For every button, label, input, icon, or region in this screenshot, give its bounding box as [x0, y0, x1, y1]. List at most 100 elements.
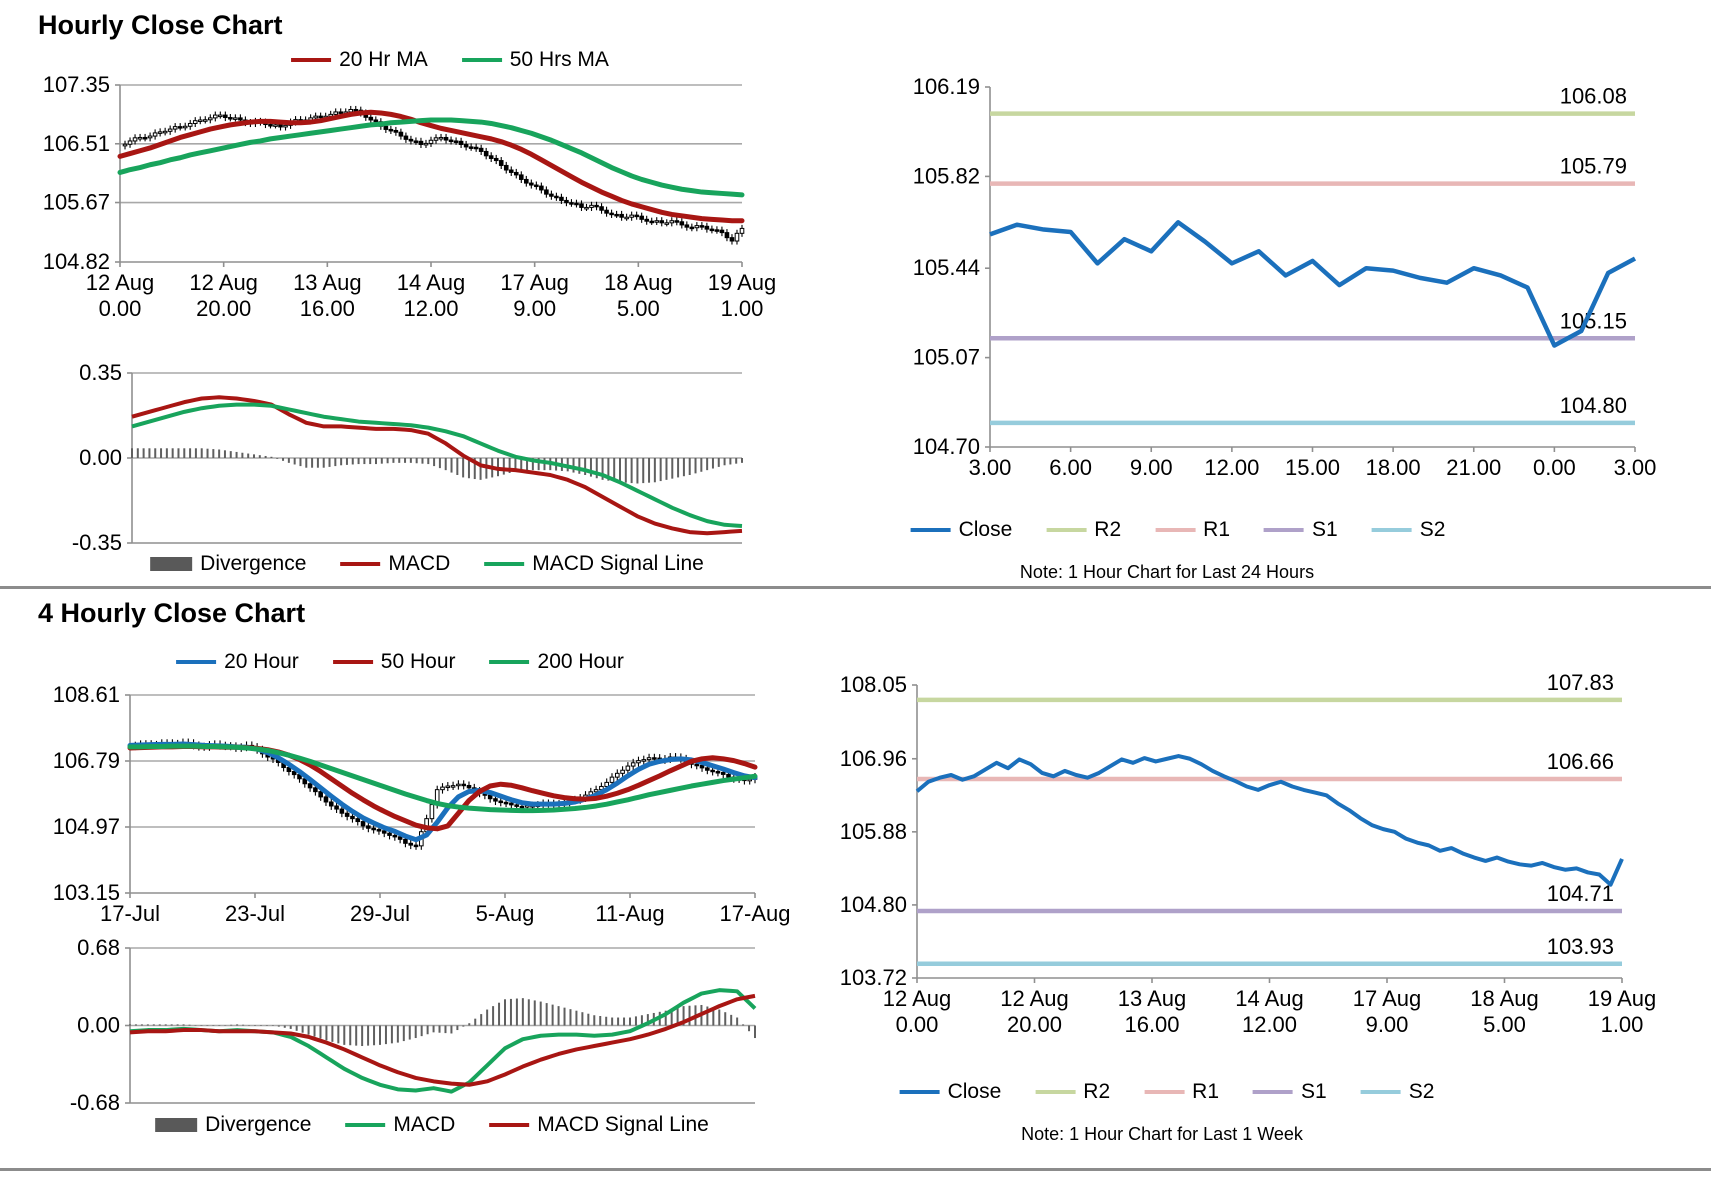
- svg-text:19 Aug: 19 Aug: [1588, 986, 1657, 1011]
- svg-text:18.00: 18.00: [1366, 455, 1421, 480]
- legend-item-r1: R1: [1155, 518, 1230, 542]
- section-title-hourly: Hourly Close Chart: [38, 10, 283, 40]
- svg-text:3.00: 3.00: [1614, 455, 1657, 480]
- legend-label: Close: [947, 1080, 1002, 1103]
- svg-text:107.35: 107.35: [43, 72, 110, 97]
- svg-text:19 Aug: 19 Aug: [708, 270, 777, 295]
- svg-text:12 Aug: 12 Aug: [189, 270, 258, 295]
- legend-item-s2: S2: [1360, 1080, 1435, 1104]
- legend-swatch-line: [1264, 528, 1305, 532]
- legend-item-macd: MACD: [345, 1113, 455, 1137]
- legend-item-divergence: Divergence: [150, 552, 306, 576]
- legend-swatch-line: [461, 58, 502, 62]
- svg-text:0.00: 0.00: [77, 1013, 120, 1038]
- svg-text:9.00: 9.00: [1366, 1012, 1409, 1037]
- svg-text:12 Aug: 12 Aug: [883, 986, 952, 1011]
- legend-item-s2: S2: [1371, 518, 1445, 542]
- legend-label: Divergence: [200, 552, 307, 575]
- legend-label: MACD: [393, 1113, 456, 1136]
- svg-text:105.67: 105.67: [43, 190, 110, 215]
- note-1week: Note: 1 Hour Chart for Last 1 Week: [1021, 1124, 1303, 1144]
- svg-text:105.88: 105.88: [840, 819, 907, 844]
- legend-label: 20 Hr MA: [339, 48, 428, 71]
- legend-swatch-line: [345, 1123, 386, 1127]
- svg-text:14 Aug: 14 Aug: [1235, 986, 1304, 1011]
- svg-text:106.51: 106.51: [43, 131, 110, 156]
- legend-item-s1: S1: [1264, 518, 1338, 542]
- section-divider: [0, 586, 1711, 589]
- legend-label: 20 Hour: [224, 650, 299, 673]
- legend-label: R1: [1203, 518, 1231, 541]
- legend-label: R2: [1094, 518, 1122, 541]
- svg-text:0.00: 0.00: [1533, 455, 1576, 480]
- legend-label: Divergence: [205, 1113, 312, 1136]
- svg-text:6.00: 6.00: [1049, 455, 1092, 480]
- svg-text:18 Aug: 18 Aug: [1470, 986, 1539, 1011]
- svg-text:0.68: 0.68: [77, 935, 120, 960]
- svg-text:106.19: 106.19: [913, 74, 980, 99]
- svg-text:21.00: 21.00: [1446, 455, 1501, 480]
- svg-text:0.00: 0.00: [79, 445, 122, 470]
- legend-item-close: Close: [910, 518, 1013, 542]
- legend-swatch-line: [332, 660, 373, 664]
- legend-label: S2: [1408, 1080, 1435, 1103]
- legend-item-20-hr-ma: 20 Hr MA: [291, 48, 428, 72]
- legend-label: R1: [1192, 1080, 1220, 1103]
- svg-text:16.00: 16.00: [1124, 1012, 1179, 1037]
- legend-swatch-line: [1144, 1090, 1185, 1094]
- legend-swatch-line: [340, 562, 381, 566]
- legend-swatch-line: [484, 562, 525, 566]
- legend-label: S1: [1312, 518, 1338, 541]
- svg-text:104.71: 104.71: [1547, 881, 1614, 906]
- svg-text:106.96: 106.96: [840, 746, 907, 771]
- svg-text:12 Aug: 12 Aug: [86, 270, 155, 295]
- svg-text:12.00: 12.00: [403, 296, 458, 321]
- svg-text:9.00: 9.00: [1130, 455, 1173, 480]
- legend-swatch-line: [1253, 1090, 1294, 1094]
- svg-text:-0.68: -0.68: [70, 1090, 120, 1115]
- svg-text:17-Aug: 17-Aug: [720, 901, 791, 926]
- svg-text:104.97: 104.97: [53, 814, 120, 839]
- svg-text:15.00: 15.00: [1285, 455, 1340, 480]
- svg-text:104.80: 104.80: [1560, 393, 1627, 418]
- legend-sr-1week: Close R2 R1 S1 S2: [883, 1080, 1452, 1104]
- legend-swatch-line: [1155, 528, 1196, 532]
- legend-swatch-box: [155, 1118, 198, 1132]
- legend-4hourly-price: 20 Hour 50 Hour 200 Hour: [159, 650, 641, 674]
- svg-text:13 Aug: 13 Aug: [1118, 986, 1187, 1011]
- legend-swatch-line: [1035, 1090, 1076, 1094]
- svg-text:17 Aug: 17 Aug: [1353, 986, 1422, 1011]
- legend-label: Close: [958, 518, 1013, 541]
- legend-swatch-line: [489, 660, 530, 664]
- legend-sr-24h: Close R2 R1 S1 S2: [894, 518, 1463, 542]
- legend-item-200-hour: 200 Hour: [489, 650, 624, 674]
- legend-4hourly-macd: Divergence MACD MACD Signal Line: [138, 1113, 726, 1137]
- legend-item-macd-signal-line: MACD Signal Line: [484, 552, 704, 576]
- svg-text:107.83: 107.83: [1547, 670, 1614, 695]
- svg-text:103.72: 103.72: [840, 965, 907, 990]
- svg-text:13 Aug: 13 Aug: [293, 270, 362, 295]
- svg-text:11-Aug: 11-Aug: [595, 901, 664, 926]
- svg-text:0.00: 0.00: [99, 296, 142, 321]
- svg-text:108.05: 108.05: [840, 672, 907, 697]
- svg-text:5-Aug: 5-Aug: [476, 901, 535, 926]
- svg-text:23-Jul: 23-Jul: [225, 901, 285, 926]
- svg-text:1.00: 1.00: [1601, 1012, 1644, 1037]
- svg-text:20.00: 20.00: [1007, 1012, 1062, 1037]
- svg-text:106.79: 106.79: [53, 748, 120, 773]
- svg-text:105.15: 105.15: [1560, 308, 1627, 333]
- legend-item-macd: MACD: [340, 552, 450, 576]
- legend-swatch-line: [910, 528, 951, 532]
- legend-item-r2: R2: [1046, 518, 1121, 542]
- svg-text:104.82: 104.82: [43, 249, 110, 274]
- legend-swatch-line: [176, 660, 217, 664]
- svg-text:18 Aug: 18 Aug: [604, 270, 673, 295]
- legend-item-macd-signal-line: MACD Signal Line: [489, 1113, 709, 1137]
- svg-text:104.70: 104.70: [913, 434, 980, 459]
- legend-swatch-box: [150, 557, 193, 571]
- svg-text:9.00: 9.00: [513, 296, 556, 321]
- svg-text:29-Jul: 29-Jul: [350, 901, 410, 926]
- svg-text:0.00: 0.00: [896, 1012, 939, 1037]
